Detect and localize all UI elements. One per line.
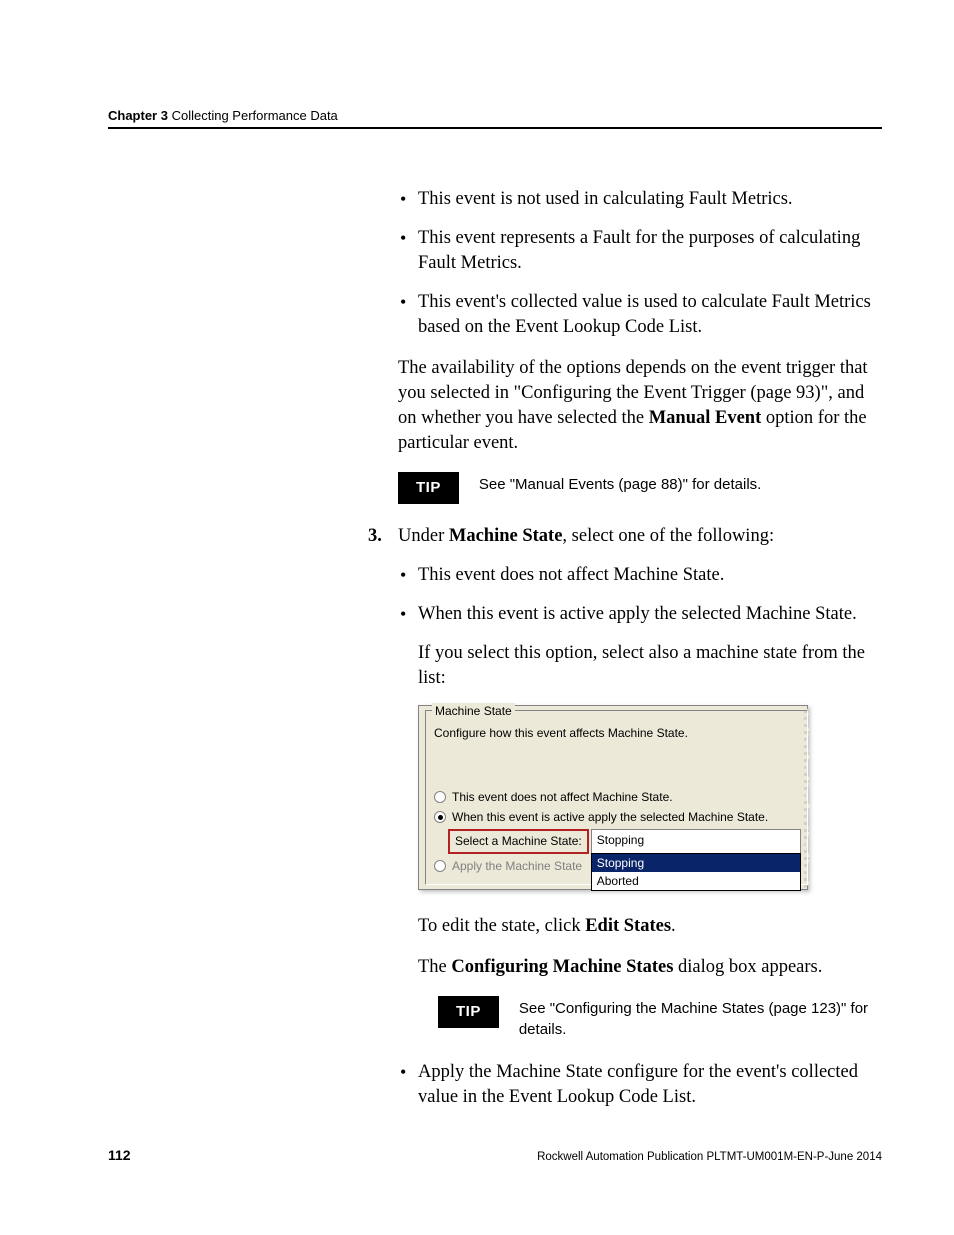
- chapter-number: Chapter 3: [108, 108, 168, 123]
- sub-note: If you select this option, select also a…: [418, 641, 882, 691]
- radio-not-affect[interactable]: This event does not affect Machine State…: [434, 789, 801, 805]
- tip-badge: TIP: [438, 996, 499, 1028]
- tip-text: See "Manual Events (page 88)" for detail…: [479, 472, 761, 495]
- radio-label: When this event is active apply the sele…: [452, 809, 768, 825]
- fieldset: Machine State Configure how this event a…: [425, 710, 808, 885]
- fault-bullet-list: This event is not used in calculating Fa…: [398, 187, 882, 340]
- machine-state-term: Machine State: [449, 526, 563, 546]
- dropdown-option[interactable]: Stopping: [592, 854, 800, 872]
- machine-state-dialog: Machine State Configure how this event a…: [418, 705, 808, 890]
- text: The: [418, 957, 451, 977]
- bullet-item: This event represents a Fault for the pu…: [398, 226, 882, 276]
- edit-states-paragraph: To edit the state, click Edit States.: [418, 914, 882, 939]
- radio-icon: [434, 860, 446, 872]
- dropdown-option[interactable]: Aborted: [592, 872, 800, 890]
- availability-paragraph: The availability of the options depends …: [398, 356, 882, 456]
- text: To edit the state, click: [418, 916, 585, 936]
- bullet-item: This event does not affect Machine State…: [398, 563, 882, 588]
- select-current-value: Stopping: [592, 830, 800, 850]
- select-label: Select a Machine State:: [448, 829, 589, 853]
- bullet-item: This event is not used in calculating Fa…: [398, 187, 882, 212]
- text: , select one of the following:: [562, 526, 774, 546]
- radio-label: Apply the Machine State: [452, 858, 582, 874]
- edit-states-term: Edit States: [585, 916, 671, 936]
- tip-badge: TIP: [398, 472, 459, 504]
- manual-event-term: Manual Event: [649, 408, 762, 428]
- content-column: This event is not used in calculating Fa…: [398, 187, 882, 1110]
- radio-icon: [434, 811, 446, 823]
- text: .: [671, 916, 676, 936]
- text: dialog box appears.: [673, 957, 822, 977]
- bullet-item: Apply the Machine State configure for th…: [398, 1060, 882, 1110]
- config-dialog-paragraph: The Configuring Machine States dialog bo…: [418, 955, 882, 980]
- machine-state-select[interactable]: Stopping Stopping Aborted: [591, 829, 801, 853]
- radio-icon: [434, 791, 446, 803]
- text: When this event is active apply the sele…: [418, 604, 857, 624]
- chapter-title: Collecting Performance Data: [172, 108, 338, 123]
- tip-block: TIP See "Manual Events (page 88)" for de…: [398, 472, 882, 504]
- bullet-item: When this event is active apply the sele…: [398, 602, 882, 1040]
- tip-block: TIP See "Configuring the Machine States …: [438, 996, 882, 1040]
- step-list: 3. Under Machine State, select one of th…: [368, 524, 882, 1110]
- publication-line: Rockwell Automation Publication PLTMT-UM…: [537, 1151, 882, 1163]
- page: Chapter 3 Collecting Performance Data Th…: [0, 0, 954, 1166]
- fieldset-legend: Machine State: [432, 703, 515, 719]
- page-header: Chapter 3 Collecting Performance Data: [108, 108, 882, 129]
- dropdown-list: Stopping Aborted: [591, 853, 801, 891]
- text: Under: [398, 526, 449, 546]
- radio-label: This event does not affect Machine State…: [452, 789, 673, 805]
- machine-state-bullets: This event does not affect Machine State…: [398, 563, 882, 1110]
- config-machine-states-term: Configuring Machine States: [451, 957, 673, 977]
- page-footer: 112 Rockwell Automation Publication PLTM…: [108, 1147, 882, 1163]
- dialog-description: Configure how this event affects Machine…: [434, 725, 801, 741]
- select-machine-state-row: Select a Machine State: Stopping Stoppin…: [448, 829, 801, 853]
- step-number: 3.: [368, 524, 382, 549]
- bullet-item: This event's collected value is used to …: [398, 290, 882, 340]
- step-3: 3. Under Machine State, select one of th…: [368, 524, 882, 1110]
- page-number: 112: [108, 1147, 131, 1163]
- tip-text: See "Configuring the Machine States (pag…: [519, 996, 882, 1040]
- radio-apply-selected[interactable]: When this event is active apply the sele…: [434, 809, 801, 825]
- step-text: Under Machine State, select one of the f…: [398, 526, 774, 546]
